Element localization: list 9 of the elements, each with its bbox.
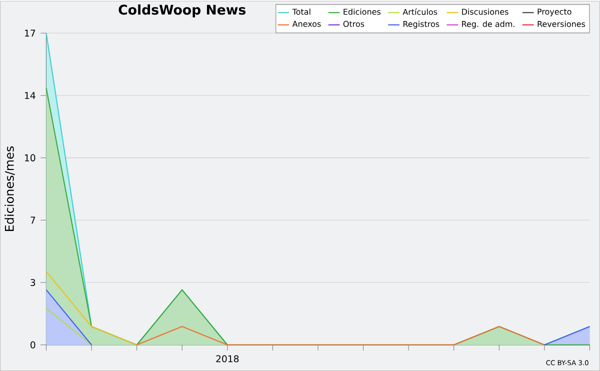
chart-title: ColdsWoop News [118,4,246,18]
y-axis-title: Ediciones/mes [4,146,15,231]
y-tick-label: 17 [25,30,36,36]
y-tick-label: 7 [30,216,36,224]
y-tick-label: 14 [25,92,36,99]
y-tick-label: 0 [30,341,36,348]
y-tick-label: 10 [25,154,36,162]
x-tick-label: 2018 [216,355,239,362]
y-tick-label: 3 [30,278,36,286]
